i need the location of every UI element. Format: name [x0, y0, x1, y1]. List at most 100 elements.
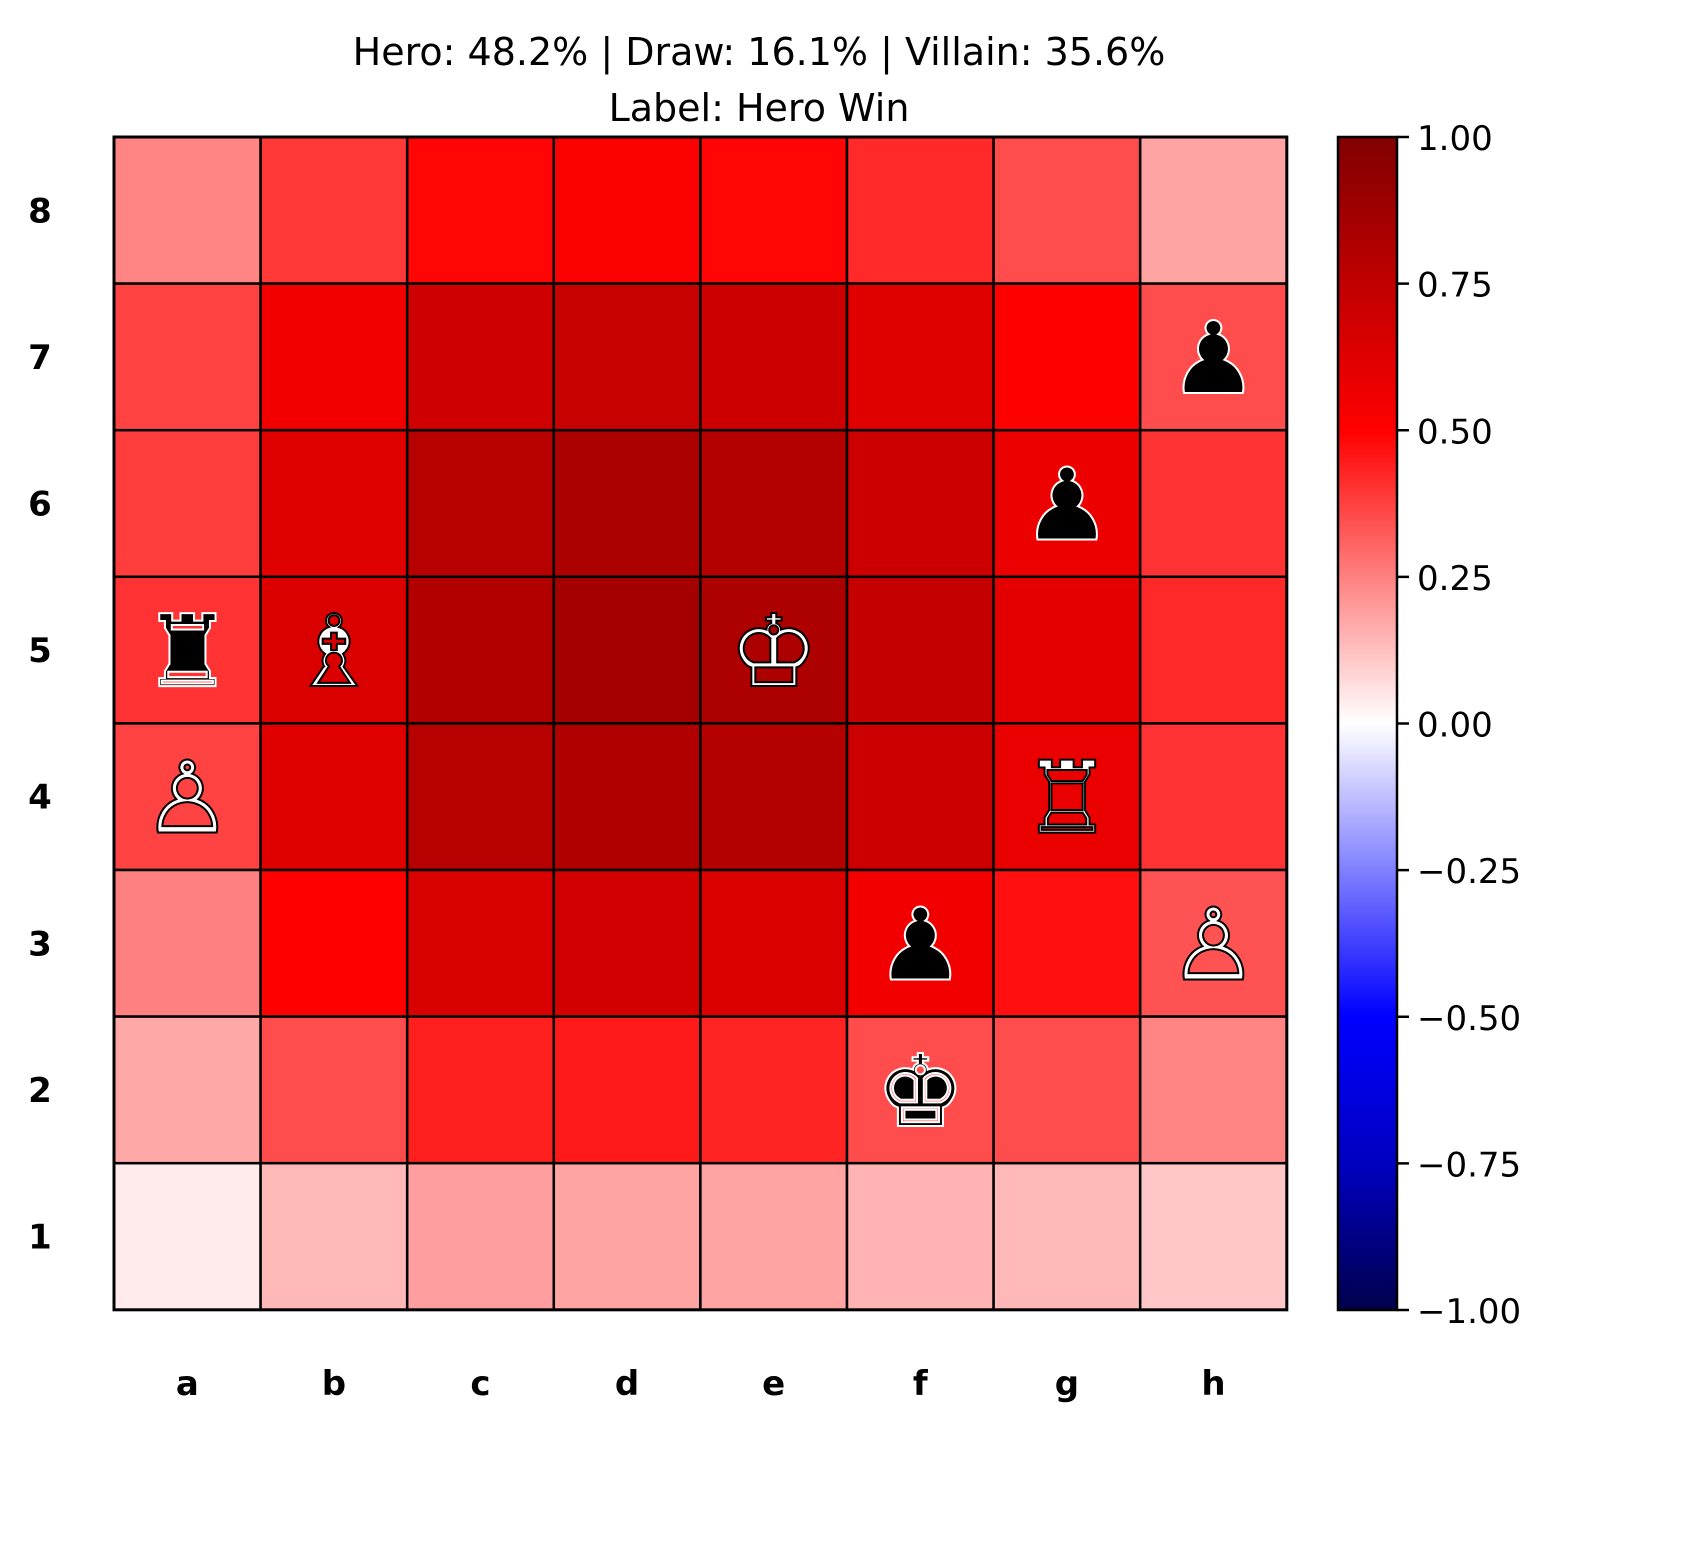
- cell-c5: [405, 575, 556, 725]
- cell-d1: [552, 1161, 702, 1312]
- colorbar-tick-label: −1.00: [1417, 1292, 1521, 1332]
- cell-g3: [992, 868, 1142, 1018]
- cell-h2: [1138, 1015, 1289, 1165]
- cell-h8: [1138, 135, 1289, 285]
- cell-d7: [552, 282, 702, 432]
- colorbar-tick-label: −0.25: [1417, 852, 1521, 892]
- cell-e1: [699, 1161, 849, 1312]
- cell-a2: [112, 1015, 262, 1165]
- rank-label-3: 3: [28, 924, 52, 964]
- cell-e8: [699, 135, 849, 285]
- colorbar-tick-label: 0.00: [1417, 706, 1493, 746]
- colorbar-tick-label: 0.50: [1417, 412, 1493, 452]
- cell-a4: [112, 722, 262, 872]
- cell-a8: [112, 135, 262, 285]
- colorbar-tick-label: 1.00: [1417, 119, 1493, 159]
- file-axis-labels: a b c d e f g h: [176, 1364, 1226, 1404]
- colorbar-gradient: [1336, 135, 1399, 1312]
- cell-b5: [259, 575, 409, 725]
- cell-f4: [845, 722, 995, 872]
- cell-b8: [259, 135, 409, 285]
- cell-h5: [1138, 575, 1289, 725]
- cell-h6: [1138, 428, 1289, 579]
- file-label-c: c: [470, 1364, 490, 1404]
- rank-label-8: 8: [28, 191, 52, 231]
- cell-b1: [259, 1161, 409, 1312]
- cell-d4: [552, 722, 702, 872]
- cell-b2: [259, 1015, 409, 1165]
- cell-e7: [699, 282, 849, 432]
- cell-h1: [1138, 1161, 1289, 1312]
- chess-pieces: ♟ ♟ ♜ ♗ ♔ ♙ ♖ ♟ ♙ ♚: [141, 299, 1259, 1151]
- cell-c7: [405, 282, 556, 432]
- rank-label-7: 7: [28, 338, 52, 378]
- rank-label-4: 4: [28, 778, 52, 818]
- board-grid: [112, 135, 1289, 1312]
- colorbar-tick-label: 0.25: [1417, 559, 1493, 599]
- heatmap-cells: [112, 135, 1289, 1312]
- cell-e5: [699, 575, 849, 725]
- cell-f1: [845, 1161, 995, 1312]
- chart-title-line2: Label: Hero Win: [608, 86, 910, 130]
- cell-f6: [845, 428, 995, 579]
- file-label-f: f: [913, 1364, 929, 1404]
- cell-a6: [112, 428, 262, 579]
- cell-c2: [405, 1015, 556, 1165]
- cell-f8: [845, 135, 995, 285]
- cell-b4: [259, 722, 409, 872]
- rank-label-1: 1: [28, 1218, 52, 1258]
- rank-label-5: 5: [28, 631, 52, 671]
- rank-label-2: 2: [28, 1071, 52, 1111]
- file-label-g: g: [1055, 1364, 1079, 1404]
- cell-a1: [112, 1161, 262, 1312]
- cell-g8: [992, 135, 1142, 285]
- chart-title-line1: Hero: 48.2% | Draw: 16.1% | Villain: 35.…: [352, 30, 1166, 74]
- colorbar-tick-label: 0.75: [1417, 266, 1493, 306]
- cell-d5: [552, 575, 702, 725]
- cell-g2: [992, 1015, 1142, 1165]
- colorbar-tick-label: −0.50: [1417, 999, 1521, 1039]
- cell-d2: [552, 1015, 702, 1165]
- white-pawn-h3: ♙: [1169, 886, 1259, 1003]
- file-label-d: d: [615, 1364, 639, 1404]
- cell-g4: [992, 722, 1142, 872]
- cell-d3: [552, 868, 702, 1018]
- cell-c6: [405, 428, 556, 579]
- white-pawn-a4: ♙: [142, 740, 232, 857]
- cell-e2: [699, 1015, 849, 1165]
- cell-b3: [259, 868, 409, 1018]
- cell-f5: [845, 575, 995, 725]
- cell-e4: [699, 722, 849, 872]
- black-pawn-g6: ♟: [1022, 447, 1112, 564]
- white-rook-g4: ♖: [1022, 740, 1112, 857]
- black-pawn-f3: ♟: [875, 886, 965, 1003]
- cell-f3: [845, 868, 995, 1018]
- cell-g5: [992, 575, 1142, 725]
- cell-a7: [112, 282, 262, 432]
- cell-f7: [845, 282, 995, 432]
- rank-label-6: 6: [28, 485, 52, 525]
- cell-b6: [259, 428, 409, 579]
- cell-g1: [992, 1161, 1142, 1312]
- cell-c3: [405, 868, 556, 1018]
- cell-e3: [699, 868, 849, 1018]
- file-label-h: h: [1201, 1364, 1225, 1404]
- cell-b7: [259, 282, 409, 432]
- file-label-a: a: [176, 1364, 199, 1404]
- cell-d8: [552, 135, 702, 285]
- cell-f2: [845, 1015, 995, 1165]
- cell-c8: [405, 135, 556, 285]
- cell-a3: [112, 868, 262, 1018]
- file-label-b: b: [322, 1364, 346, 1404]
- file-label-e: e: [762, 1364, 785, 1404]
- colorbar: 1.00 0.75 0.50 0.25 0.00 −0.25 −0.50 −0.75 −1.00: [1336, 119, 1521, 1332]
- black-rook-a5: ♜: [142, 593, 232, 710]
- colorbar-tick-label: −0.75: [1417, 1145, 1521, 1185]
- cell-d6: [552, 428, 702, 579]
- cell-c4: [405, 722, 556, 872]
- black-pawn-h7: ♟: [1169, 300, 1259, 417]
- cell-e6: [699, 428, 849, 579]
- cell-c1: [405, 1161, 556, 1312]
- cell-g7: [992, 282, 1142, 432]
